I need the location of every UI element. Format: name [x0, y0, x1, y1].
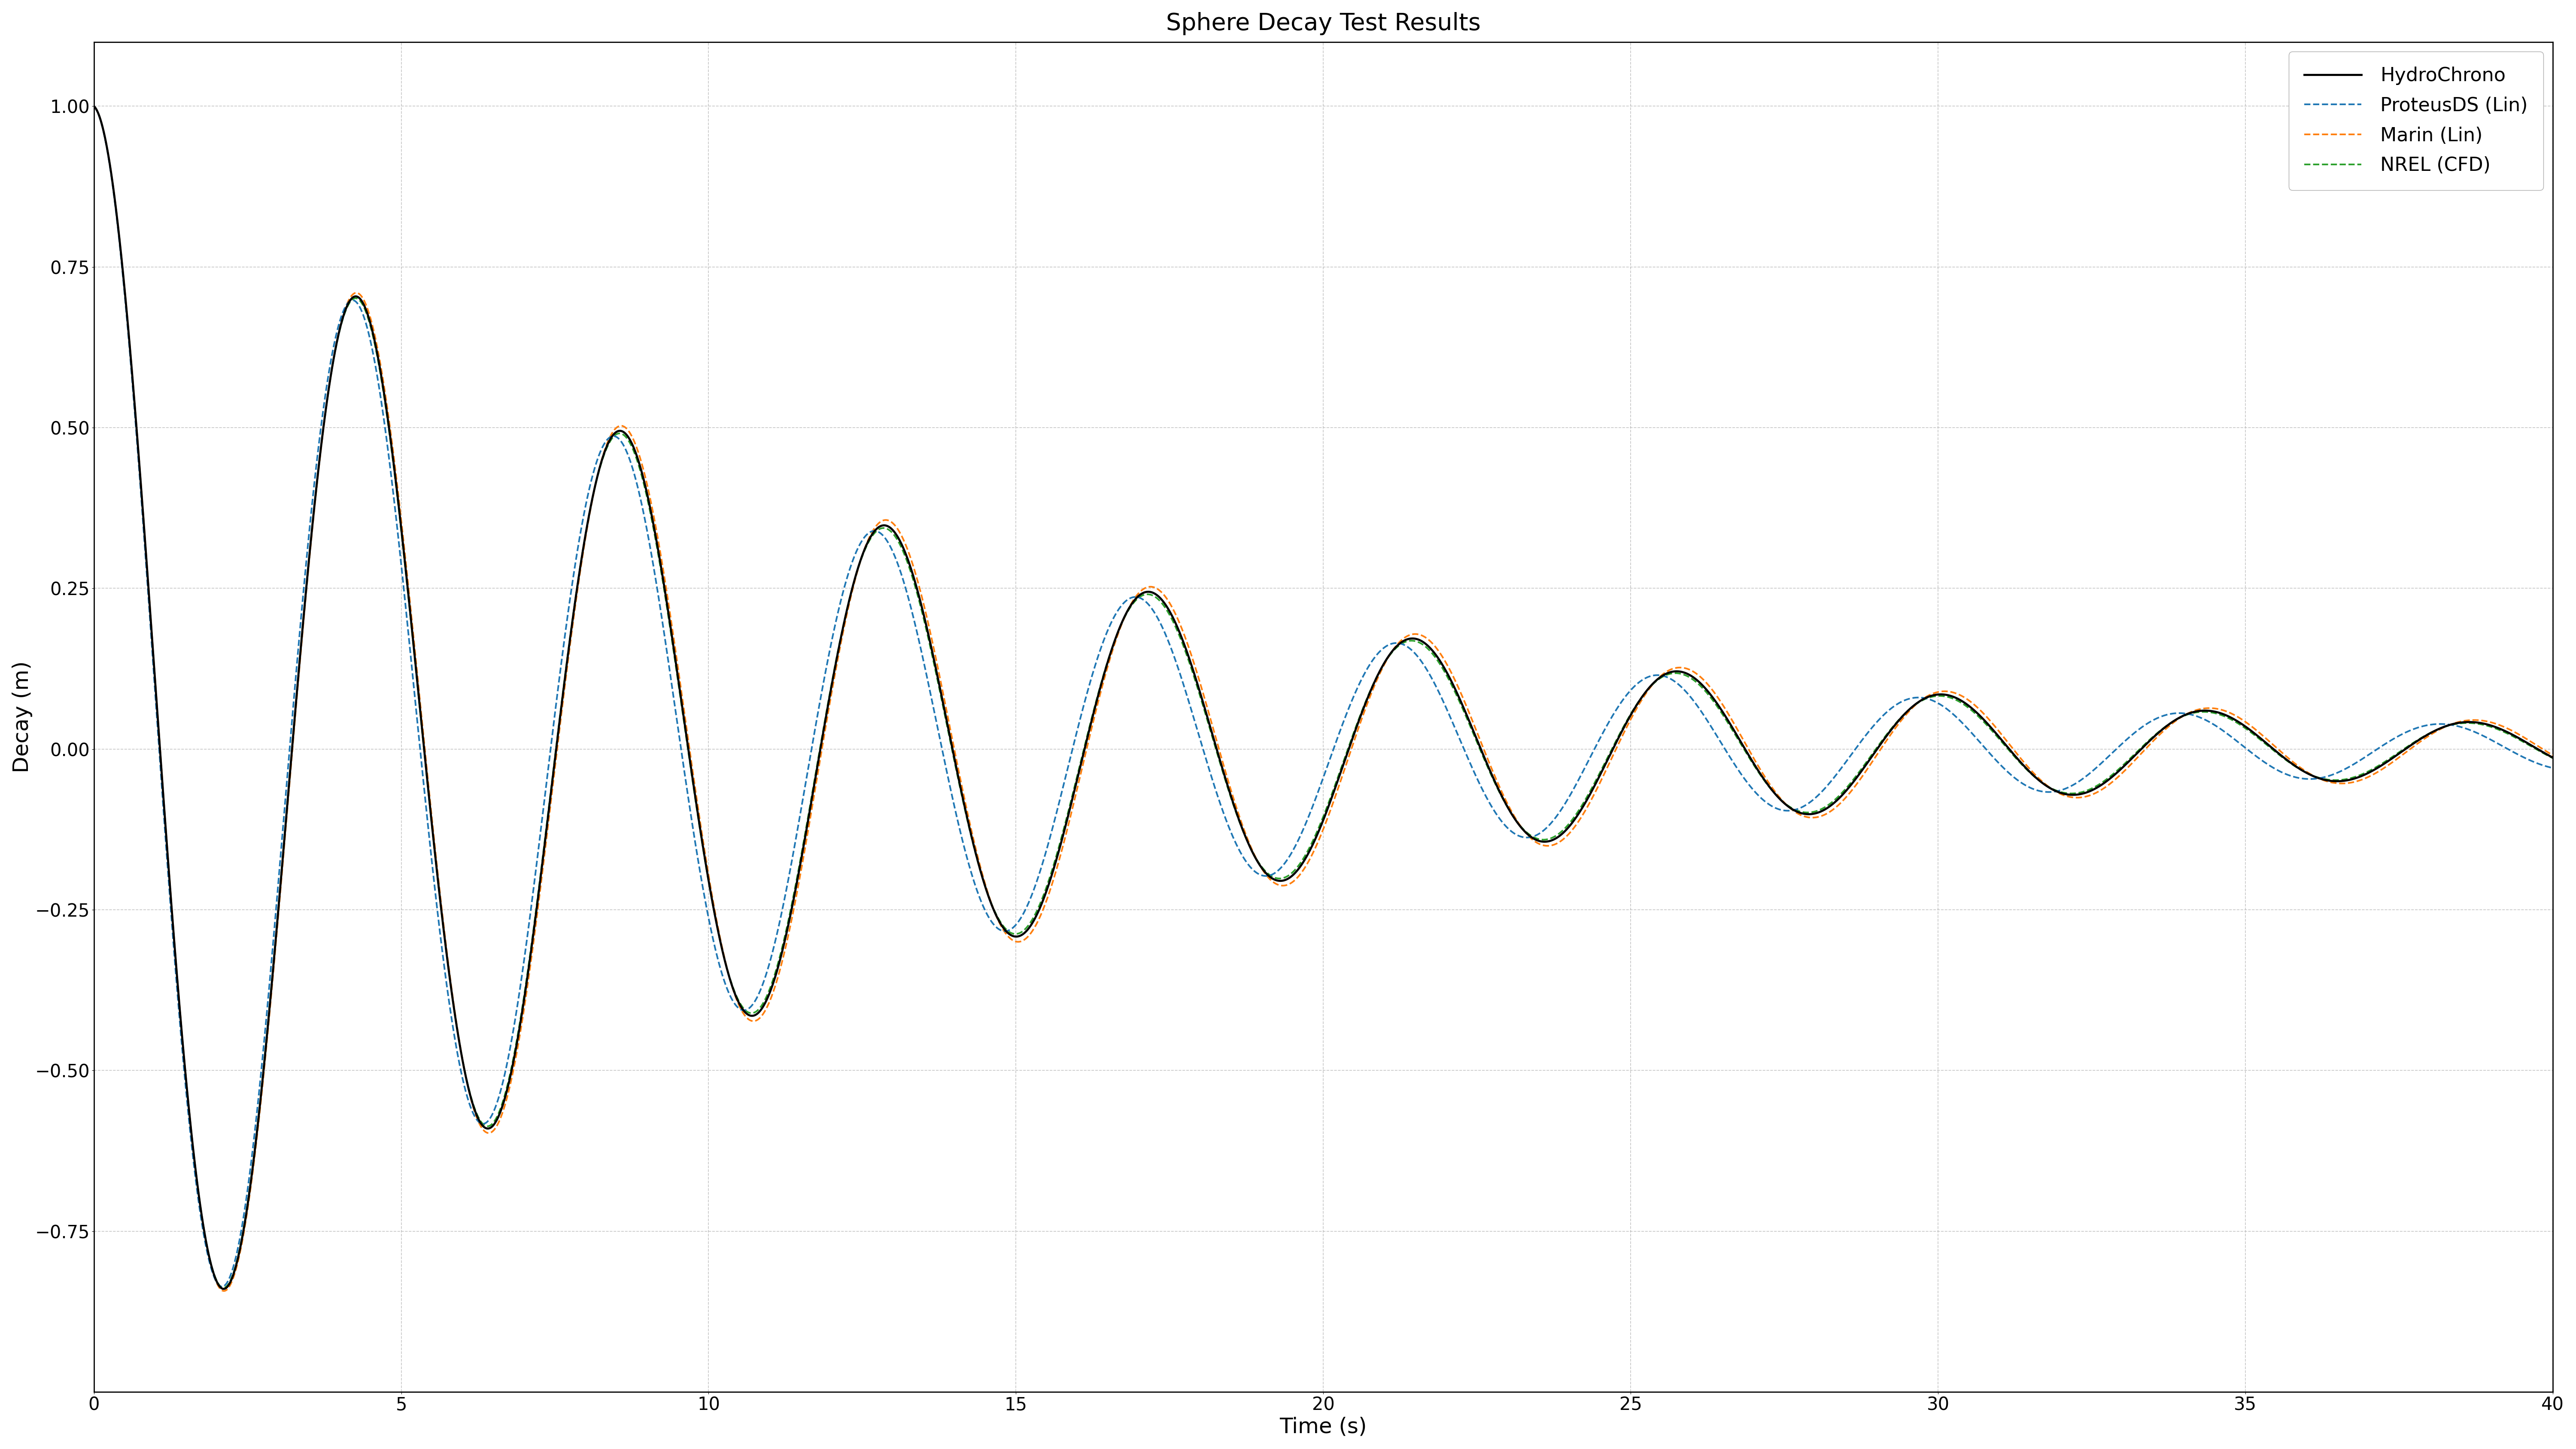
HydroChrono: [1901, 694, 1932, 711]
ProteusDS (Lin): [2032, 784, 2063, 801]
Line: Marin (Lin): Marin (Lin): [93, 106, 2553, 1291]
Marin (Lin): [77, 97, 108, 114]
NREL (CFD): [77, 97, 108, 114]
Marin (Lin): [1641, 671, 1672, 688]
Marin (Lin): [2537, 746, 2568, 764]
HydroChrono: [969, 875, 999, 893]
HydroChrono: [209, 1279, 240, 1297]
NREL (CFD): [209, 1279, 240, 1297]
Marin (Lin): [1901, 696, 1932, 713]
ProteusDS (Lin): [77, 97, 108, 114]
Line: NREL (CFD): NREL (CFD): [93, 106, 2553, 1288]
Y-axis label: Decay (m): Decay (m): [13, 661, 33, 772]
Marin (Lin): [969, 872, 999, 890]
HydroChrono: [2032, 778, 2063, 796]
ProteusDS (Lin): [2537, 759, 2568, 777]
NREL (CFD): [969, 875, 999, 893]
Line: HydroChrono: HydroChrono: [93, 106, 2553, 1288]
ProteusDS (Lin): [201, 1275, 232, 1293]
NREL (CFD): [1641, 672, 1672, 690]
Line: ProteusDS (Lin): ProteusDS (Lin): [93, 106, 2553, 1287]
Legend: HydroChrono, ProteusDS (Lin), Marin (Lin), NREL (CFD): HydroChrono, ProteusDS (Lin), Marin (Lin…: [2290, 51, 2543, 190]
X-axis label: Time (s): Time (s): [1280, 1417, 1368, 1437]
HydroChrono: [1641, 672, 1672, 690]
Marin (Lin): [209, 1282, 240, 1300]
NREL (CFD): [2032, 778, 2063, 796]
HydroChrono: [1533, 833, 1564, 851]
HydroChrono: [77, 97, 108, 114]
ProteusDS (Lin): [1901, 688, 1932, 706]
NREL (CFD): [1533, 830, 1564, 848]
Marin (Lin): [2032, 778, 2063, 796]
NREL (CFD): [201, 1274, 232, 1291]
Marin (Lin): [201, 1275, 232, 1293]
ProteusDS (Lin): [1533, 817, 1564, 835]
Title: Sphere Decay Test Results: Sphere Decay Test Results: [1167, 12, 1481, 35]
NREL (CFD): [1901, 696, 1932, 713]
HydroChrono: [201, 1274, 232, 1291]
ProteusDS (Lin): [1641, 667, 1672, 684]
HydroChrono: [2537, 749, 2568, 767]
ProteusDS (Lin): [969, 900, 999, 917]
NREL (CFD): [2537, 749, 2568, 767]
Marin (Lin): [1533, 838, 1564, 855]
ProteusDS (Lin): [206, 1278, 237, 1295]
